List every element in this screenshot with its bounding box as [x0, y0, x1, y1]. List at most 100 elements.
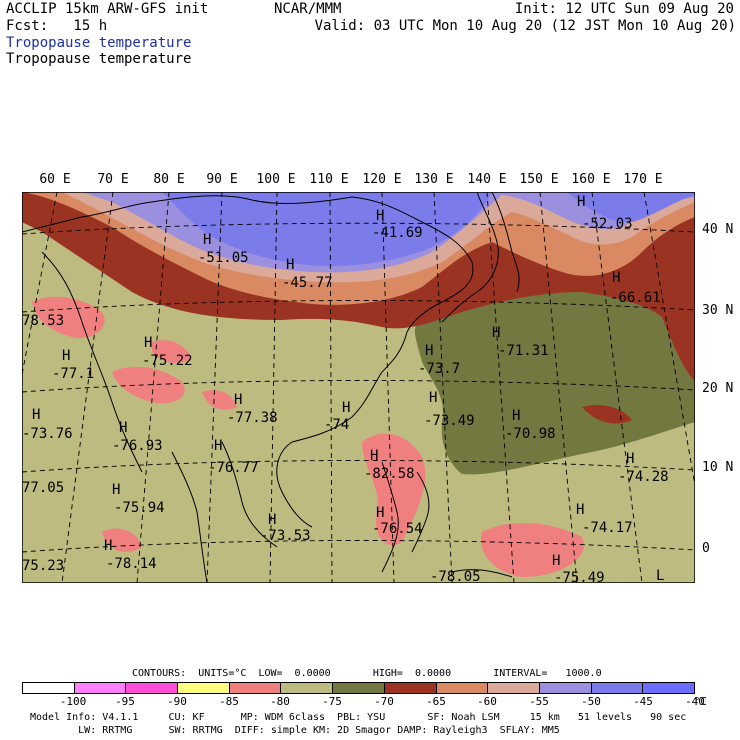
pressure-center-value: -75.22 [142, 353, 193, 369]
lon-label: 70 E [97, 172, 129, 187]
colorbar-cell [23, 683, 75, 693]
pressure-center-label: H [429, 390, 437, 406]
pressure-center-value: -66.61 [610, 290, 661, 306]
model-title: ACCLIP 15km ARW-GFS init [6, 1, 209, 17]
lat-label: 0 [702, 541, 710, 556]
pressure-center-value: -71.31 [498, 343, 549, 359]
pressure-center-value: -73.7 [418, 361, 460, 377]
colorbar-tick: -50 [581, 695, 601, 708]
lat-label: 40 N [702, 222, 734, 237]
colorbar-cell [488, 683, 540, 693]
pressure-center-label: H [552, 553, 560, 569]
tropopause-temperature-map: H -51.05 H -45.77 H -41.69 H -52.03 H -6… [22, 192, 695, 583]
pressure-center-label: H [32, 407, 40, 423]
pressure-center-label: H [376, 505, 384, 521]
pressure-center-label: H [62, 348, 70, 364]
colorbar-cell [126, 683, 179, 693]
colorbar-tick: -85 [219, 695, 239, 708]
pressure-center-label: H [234, 392, 242, 408]
pressure-center-value: -74.28 [618, 469, 669, 485]
forecast-hour: Fcst: 15 h [6, 18, 108, 34]
pressure-center-value: -70.98 [505, 426, 556, 442]
pressure-center-value: -76.54 [372, 521, 423, 537]
model-info-line1: Model Info: V4.1.1 CU: KF MP: WDM 6class… [30, 712, 687, 723]
colorbar-unit: °C [693, 695, 707, 708]
pressure-center-value: -75.94 [114, 500, 165, 516]
field-title: Tropopause temperature [6, 51, 192, 67]
pressure-center-value: -76.93 [112, 438, 163, 454]
colorbar-cell [436, 683, 489, 693]
pressure-center-label: H [626, 451, 634, 467]
colorbar-tick: -90 [167, 695, 187, 708]
pressure-center-value: -52.03 [582, 216, 633, 232]
colorbar-cell [178, 683, 230, 693]
lon-label: 80 E [153, 172, 185, 187]
pressure-center-value: -82.58 [364, 466, 415, 482]
lon-label: 90 E [206, 172, 238, 187]
field-title-blue: Tropopause temperature [6, 35, 192, 51]
lat-label: 30 N [702, 303, 734, 318]
colorbar-tick: -95 [115, 695, 135, 708]
lon-label: 140 E [467, 172, 507, 187]
pressure-center-label: H [370, 448, 378, 464]
pressure-center-label: H [112, 482, 120, 498]
valid-time: Valid: 03 UTC Mon 10 Aug 20 (12 JST Mon … [314, 18, 736, 34]
colorbar-tick: -40 [685, 695, 705, 708]
pressure-center-label: H [203, 232, 211, 248]
pressure-center-value: -73.53 [260, 528, 311, 544]
colorbar-cell [643, 683, 694, 693]
colorbar-tick: -55 [529, 695, 549, 708]
colorbar-tick: -65 [426, 695, 446, 708]
salmon-patch [152, 340, 192, 364]
org-label: NCAR/MMM [274, 1, 342, 17]
lon-label: 100 E [256, 172, 296, 187]
olive-region [414, 289, 695, 475]
lon-label: 130 E [414, 172, 454, 187]
pressure-center-label: H [268, 512, 276, 528]
pressure-center-value: -77.38 [227, 410, 278, 426]
colorbar [22, 682, 695, 694]
lon-label: 60 E [39, 172, 71, 187]
pressure-center-value: -78.05 [430, 569, 481, 583]
pressure-center-value: -75.49 [554, 570, 605, 583]
colorbar-tick: -45 [633, 695, 653, 708]
coastlines [22, 192, 520, 583]
pressure-center-label: H [512, 408, 520, 424]
pressure-center-value: -78.14 [106, 556, 157, 572]
pressure-center-value: 78.53 [22, 313, 64, 329]
colorbar-tick: -60 [477, 695, 497, 708]
pressure-center-value: -41.69 [372, 225, 423, 241]
salmon-patch [202, 390, 237, 410]
pressure-center-label: L [656, 568, 664, 583]
blue-region-west [162, 192, 492, 267]
colorbar-cell [384, 683, 437, 693]
colorbar-cell [591, 683, 644, 693]
lon-label: 170 E [623, 172, 663, 187]
colorbar-tick: -70 [374, 695, 394, 708]
init-time: Init: 12 UTC Sun 09 Aug 20 [514, 1, 734, 17]
lon-label: 120 E [362, 172, 402, 187]
pressure-center-value: -76.77 [208, 460, 259, 476]
pressure-center-value: -73.76 [22, 426, 73, 442]
pressure-center-value: 75.23 [22, 558, 64, 574]
pressure-center-label: H [286, 257, 294, 273]
contours-info: CONTOURS: UNITS=°C LOW= 0.0000 HIGH= 0.0… [132, 668, 602, 679]
pressure-center-value: -74 [324, 417, 349, 433]
pressure-center-value: -77.1 [52, 366, 94, 382]
colorbar-tick: -100 [59, 695, 87, 708]
lon-label: 150 E [519, 172, 559, 187]
pressure-center-value: -45.77 [282, 275, 333, 291]
pressure-center-value: -74.17 [582, 520, 633, 536]
salmon-patch [481, 522, 584, 577]
salmon-patch [32, 296, 105, 338]
pressure-center-label: H [576, 502, 584, 518]
colorbar-tick: -75 [322, 695, 342, 708]
pressure-center-value: -73.49 [424, 413, 475, 429]
colorbar-cell [333, 683, 385, 693]
pressure-center-label: H [342, 400, 350, 416]
pressure-center-label: H [492, 325, 500, 341]
pressure-center-label: H [104, 538, 112, 554]
colorbar-cell [539, 683, 592, 693]
colorbar-tick: -80 [270, 695, 290, 708]
colorbar-cell [281, 683, 334, 693]
